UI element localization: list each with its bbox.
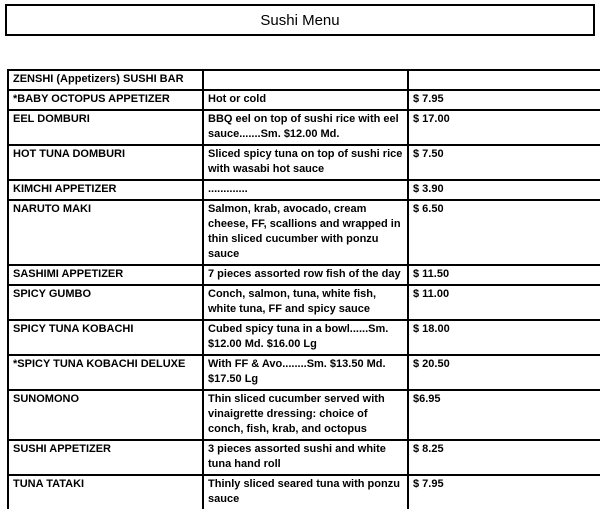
- menu-item-row: *BABY OCTOPUS APPETIZER Hot or cold $ 7.…: [7, 89, 600, 111]
- item-name-cell: SUSHI APPETIZER: [7, 439, 204, 476]
- menu-table: ZENSHI (Appetizers) SUSHI BAR *BABY OCTO…: [7, 69, 600, 509]
- item-description-cell: Thin sliced cucumber served with vinaigr…: [202, 389, 409, 441]
- section-header-cell: ZENSHI (Appetizers) SUSHI BAR: [7, 69, 204, 91]
- menu-item-row: NARUTO MAKI Salmon, krab, avocado, cream…: [7, 199, 600, 266]
- item-name-cell: SPICY TUNA KOBACHI: [7, 319, 204, 356]
- item-name-cell: HOT TUNA DOMBURI: [7, 144, 204, 181]
- menu-page: Sushi Menu ZENSHI (Appetizers) SUSHI BAR…: [0, 4, 600, 509]
- item-price-cell: $ 17.00: [407, 109, 600, 146]
- item-price-cell: $ 7.50: [407, 144, 600, 181]
- item-description-cell: BBQ eel on top of sushi rice with eel sa…: [202, 109, 409, 146]
- item-description-cell: Conch, salmon, tuna, white fish, white t…: [202, 284, 409, 321]
- menu-item-row: SPICY GUMBO Conch, salmon, tuna, white f…: [7, 284, 600, 321]
- item-price-cell: $ 11.00: [407, 284, 600, 321]
- item-price-cell: $ 7.95: [407, 89, 600, 111]
- item-description-cell: Cubed spicy tuna in a bowl......Sm. $12.…: [202, 319, 409, 356]
- item-price-cell: $ 8.25: [407, 439, 600, 476]
- item-description-cell: Salmon, krab, avocado, cream cheese, FF,…: [202, 199, 409, 266]
- menu-item-row: SUNOMONO Thin sliced cucumber served wit…: [7, 389, 600, 441]
- item-price-cell: $ 6.50: [407, 199, 600, 266]
- page-title: Sushi Menu: [260, 11, 340, 29]
- menu-item-row: EEL DOMBURI BBQ eel on top of sushi rice…: [7, 109, 600, 146]
- item-name-cell: KIMCHI APPETIZER: [7, 179, 204, 201]
- menu-item-row: HOT TUNA DOMBURI Sliced spicy tuna on to…: [7, 144, 600, 181]
- item-price-cell: $ 7.95: [407, 474, 600, 509]
- item-price-cell: $ 3.90: [407, 179, 600, 201]
- item-name-cell: SPICY GUMBO: [7, 284, 204, 321]
- item-name-cell: EEL DOMBURI: [7, 109, 204, 146]
- empty-description-cell: [202, 69, 409, 91]
- menu-item-row: KIMCHI APPETIZER ............. $ 3.90: [7, 179, 600, 201]
- item-name-cell: NARUTO MAKI: [7, 199, 204, 266]
- section-header-row: ZENSHI (Appetizers) SUSHI BAR: [7, 69, 600, 91]
- empty-price-cell: [407, 69, 600, 91]
- page-title-box: Sushi Menu: [5, 4, 595, 36]
- item-name-cell: *SPICY TUNA KOBACHI DELUXE: [7, 354, 204, 391]
- item-description-cell: 3 pieces assorted sushi and white tuna h…: [202, 439, 409, 476]
- item-price-cell: $ 18.00: [407, 319, 600, 356]
- item-description-cell: With FF & Avo........Sm. $13.50 Md. $17.…: [202, 354, 409, 391]
- item-name-cell: SUNOMONO: [7, 389, 204, 441]
- item-name-cell: SASHIMI APPETIZER: [7, 264, 204, 286]
- menu-item-row: SASHIMI APPETIZER 7 pieces assorted row …: [7, 264, 600, 286]
- item-description-cell: Thinly sliced seared tuna with ponzu sau…: [202, 474, 409, 509]
- menu-item-row: SUSHI APPETIZER 3 pieces assorted sushi …: [7, 439, 600, 476]
- item-description-cell: .............: [202, 179, 409, 201]
- menu-item-row: SPICY TUNA KOBACHI Cubed spicy tuna in a…: [7, 319, 600, 356]
- item-description-cell: Sliced spicy tuna on top of sushi rice w…: [202, 144, 409, 181]
- item-price-cell: $ 20.50: [407, 354, 600, 391]
- item-name-cell: *BABY OCTOPUS APPETIZER: [7, 89, 204, 111]
- item-price-cell: $ 11.50: [407, 264, 600, 286]
- item-name-cell: TUNA TATAKI: [7, 474, 204, 509]
- menu-item-row: TUNA TATAKI Thinly sliced seared tuna wi…: [7, 474, 600, 509]
- item-description-cell: Hot or cold: [202, 89, 409, 111]
- item-description-cell: 7 pieces assorted row fish of the day: [202, 264, 409, 286]
- menu-item-row: *SPICY TUNA KOBACHI DELUXE With FF & Avo…: [7, 354, 600, 391]
- menu-table-body: ZENSHI (Appetizers) SUSHI BAR *BABY OCTO…: [7, 69, 600, 509]
- item-price-cell: $6.95: [407, 389, 600, 441]
